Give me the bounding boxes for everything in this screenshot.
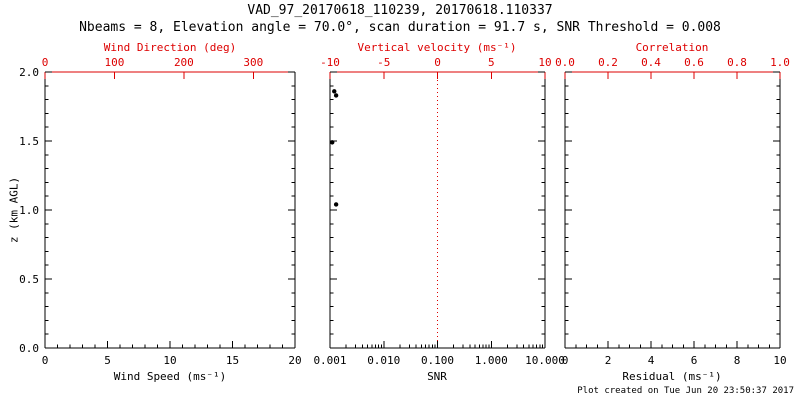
y-axis-title: z (km AGL) — [7, 176, 21, 244]
plot-created-timestamp: Plot created on Tue Jun 20 23:50:37 2017 — [577, 386, 794, 396]
top-tick-label: -5 — [377, 56, 390, 69]
x-tick-label: 2 — [605, 354, 612, 367]
top-axis-title-wind-direction: Wind Direction (deg) — [103, 41, 237, 54]
top-tick-label: 300 — [243, 56, 263, 69]
top-axis-title-vertical-velocity: Vertical velocity (ms⁻¹) — [357, 41, 517, 54]
top-tick-label: 0.0 — [555, 56, 575, 69]
x-tick-label: 10.000 — [525, 354, 565, 367]
data-point — [333, 93, 339, 98]
x-tick-label: 15 — [226, 354, 239, 367]
top-tick-label: 0.2 — [598, 56, 618, 69]
x-axis-title-residual: Residual (ms⁻¹) — [622, 370, 722, 383]
plot-title: VAD_97_20170618_110239, 20170618.110337 — [247, 3, 553, 18]
top-tick-label: 0 — [42, 56, 49, 69]
top-tick-label: 0.8 — [727, 56, 747, 69]
x-tick-label: 20 — [288, 354, 301, 367]
top-axis-title-correlation: Correlation — [635, 41, 709, 54]
top-tick-label: 100 — [105, 56, 125, 69]
x-tick-label: 0.010 — [367, 354, 400, 367]
x-tick-label: 0.100 — [421, 354, 454, 367]
x-tick-label: 10 — [773, 354, 786, 367]
x-tick-label: 5 — [104, 354, 111, 367]
x-axis-title-wind-speed: Wind Speed (ms⁻¹) — [113, 370, 227, 383]
top-tick-label: 5 — [488, 56, 495, 69]
top-tick-label: 10 — [538, 56, 551, 69]
y-tick-label: 1.5 — [19, 135, 39, 148]
x-tick-label: 10 — [163, 354, 176, 367]
y-tick-label: 0.5 — [19, 273, 39, 286]
data-point — [330, 140, 335, 145]
x-tick-label: 1.000 — [475, 354, 508, 367]
top-tick-label: 0.4 — [641, 56, 661, 69]
x-tick-label: 4 — [648, 354, 655, 367]
data-point — [333, 202, 339, 207]
top-tick-label: 200 — [174, 56, 194, 69]
y-tick-label: 0.0 — [19, 342, 39, 355]
top-tick-label: 0 — [434, 56, 441, 69]
plot-subtitle: Nbeams = 8, Elevation angle = 70.0°, sca… — [79, 20, 721, 35]
x-tick-label: 0 — [42, 354, 49, 367]
x-tick-label: 0.001 — [313, 354, 346, 367]
data-point — [332, 89, 337, 94]
x-tick-label: 6 — [691, 354, 698, 367]
top-tick-label: 0.6 — [684, 56, 704, 69]
top-tick-label: 1.0 — [770, 56, 790, 69]
x-axis-title-snr: SNR — [427, 370, 447, 383]
x-tick-label: 8 — [734, 354, 741, 367]
x-tick-label: 0 — [562, 354, 569, 367]
y-tick-label: 2.0 — [19, 66, 39, 79]
y-tick-label: 1.0 — [19, 204, 39, 217]
top-tick-label: -10 — [320, 56, 340, 69]
